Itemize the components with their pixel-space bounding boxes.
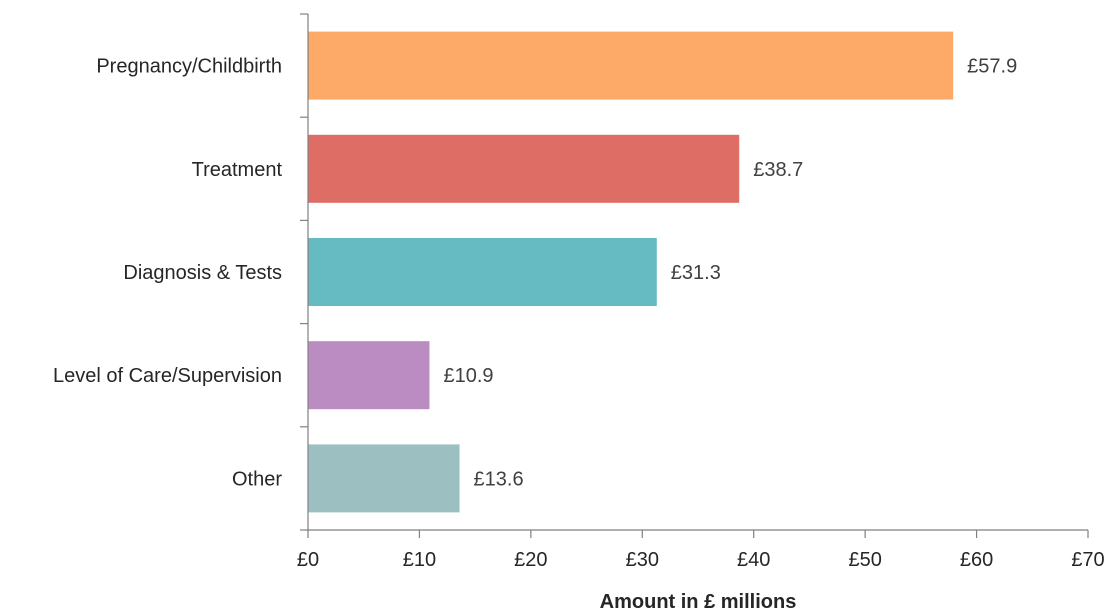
category-label-2: Diagnosis & Tests [123,262,282,284]
data-labels-group: £57.9 £38.7 £31.3 £10.9 £13.6 [443,56,1017,491]
x-tick-label-7: £70 [1071,549,1104,571]
x-axis-title: Amount in £ millions [600,591,797,613]
data-label-3: £10.9 [443,365,493,387]
bar-4 [308,444,460,513]
category-label-3: Level of Care/Supervision [53,365,282,387]
data-label-1: £38.7 [753,159,803,181]
data-label-2: £31.3 [671,262,721,284]
bars-group [308,31,954,513]
x-ticks-group: £0 £10 £20 £30 £40 £50 £60 £70 [297,13,1105,571]
x-tick-label-5: £50 [848,549,881,571]
bar-2 [308,238,657,306]
bar-3 [308,341,430,410]
category-label-0: Pregnancy/Childbirth [96,56,282,78]
bar-1 [308,134,740,203]
category-labels-group: Pregnancy/Childbirth Treatment Diagnosis &… [53,56,282,491]
category-label-4: Other [232,468,282,490]
x-tick-label-0: £0 [297,549,319,571]
data-label-0: £57.9 [967,56,1017,78]
x-tick-label-6: £60 [960,549,993,571]
x-tick-label-3: £30 [626,549,659,571]
x-tick-label-1: £10 [403,549,436,571]
x-tick-label-4: £40 [737,549,770,571]
data-label-4: £13.6 [474,468,524,490]
bar-0 [308,31,954,100]
x-tick-label-2: £20 [514,549,547,571]
category-label-1: Treatment [192,159,283,181]
